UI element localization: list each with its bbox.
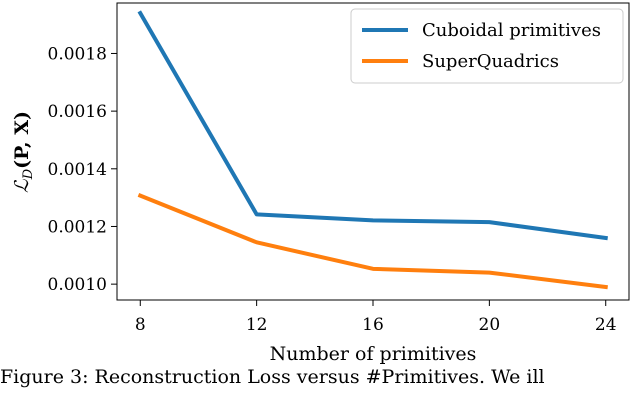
legend-box xyxy=(350,8,624,84)
line-chart: 8 12 16 20 24 0.0010 0.0012 0.0014 0.0016 0.0018… xyxy=(11,2,630,365)
x-tick-label: 8 xyxy=(135,315,146,335)
x-axis-label: Number of primitives xyxy=(270,343,477,365)
legend: Cuboidal primitives SuperQuadrics xyxy=(350,8,624,84)
y-axis-label-subscript: D xyxy=(21,168,36,180)
x-tick-label: 12 xyxy=(246,315,268,335)
y-tick-label: 0.0010 xyxy=(48,275,107,295)
series-lines xyxy=(137,10,608,290)
x-tick-label: 20 xyxy=(479,315,501,335)
y-axis-label-symbol: ℒ xyxy=(11,178,33,193)
y-axis-ticks: 0.0010 0.0012 0.0014 0.0016 0.0018 xyxy=(48,44,117,295)
x-tick-label: 24 xyxy=(595,315,617,335)
legend-label-superquadrics: SuperQuadrics xyxy=(422,51,559,72)
y-tick-label: 0.0018 xyxy=(48,44,107,64)
legend-label-cuboidal: Cuboidal primitives xyxy=(422,20,601,41)
x-axis-ticks: 8 12 16 20 24 xyxy=(135,300,617,335)
figure-caption-text: Figure 3: Reconstruction Loss versus #Pr… xyxy=(0,366,545,388)
y-tick-label: 0.0016 xyxy=(48,102,107,122)
figure-caption: Figure 3: Reconstruction Loss versus #Pr… xyxy=(0,366,640,400)
y-tick-label: 0.0012 xyxy=(48,217,107,237)
y-tick-label: 0.0014 xyxy=(48,160,107,180)
x-tick-label: 16 xyxy=(362,315,384,335)
y-axis-label: ℒD(P, X) xyxy=(11,111,36,193)
y-axis-label-args: (P, X) xyxy=(11,111,33,169)
series-line-1 xyxy=(137,193,608,290)
